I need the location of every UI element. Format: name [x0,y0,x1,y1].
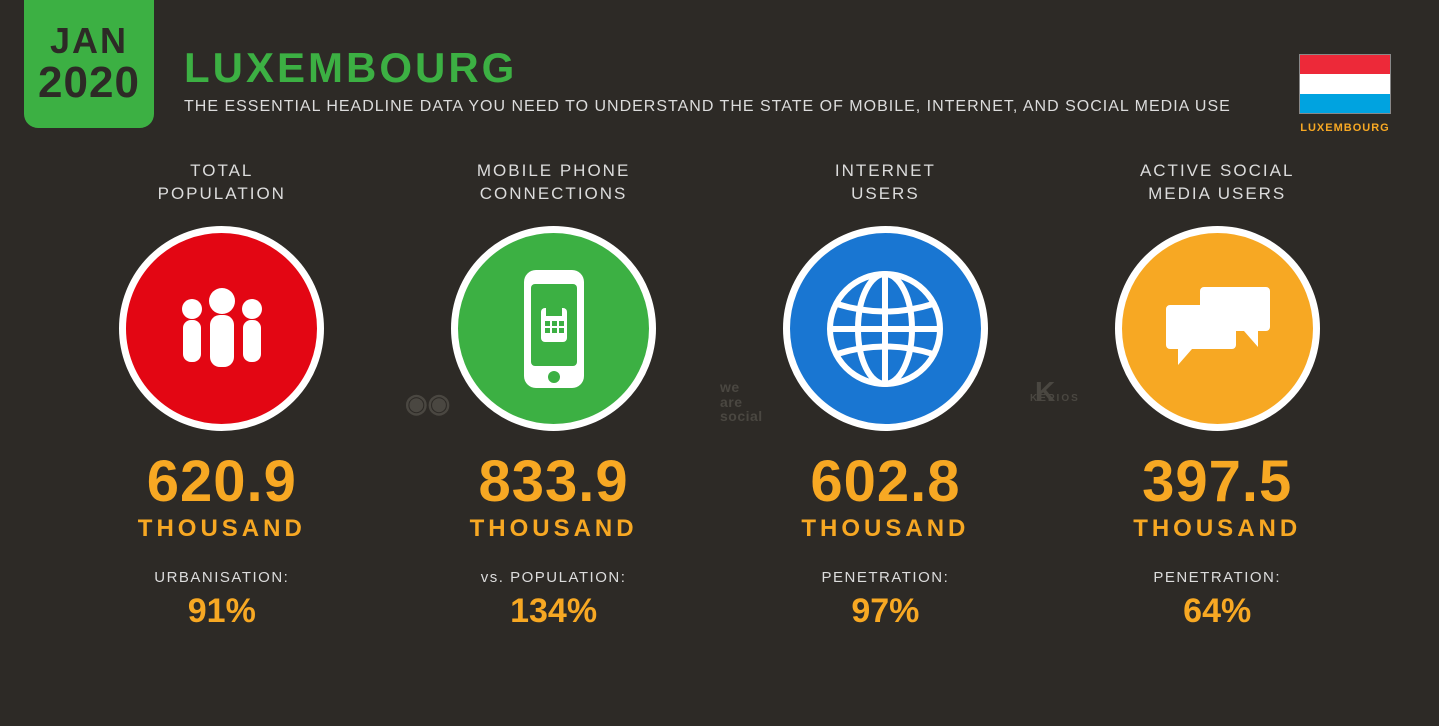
page-title: LUXEMBOURG [184,44,1231,92]
metric-unit: THOUSAND [138,515,306,543]
metric-label: INTERNET USERS [835,160,936,210]
watermark-line: social [720,409,763,424]
globe-icon [815,259,955,399]
phone-icon [499,264,609,394]
metric-circle [1115,226,1320,431]
metric-circle [119,226,324,431]
metric-sub-value: 91% [188,592,256,631]
metric-label-line2: POPULATION [158,183,286,206]
date-year: 2020 [38,61,140,105]
metric-sub-value: 134% [510,592,597,631]
metric-label-line1: TOTAL [158,160,286,183]
flag-area: LUXEMBOURG [1299,54,1391,134]
metric-value: 833.9 [479,453,629,511]
metric-label-line2: MEDIA USERS [1140,183,1294,206]
metric-label-line2: CONNECTIONS [477,183,630,206]
date-badge: JAN 2020 [24,0,154,128]
people-icon [162,269,282,389]
metric-unit: THOUSAND [1133,515,1301,543]
we-are-social-watermark: we are social [720,380,763,424]
chat-icon [1152,269,1282,389]
metric-label-line1: MOBILE PHONE [477,160,630,183]
metric-label-line1: INTERNET [835,160,936,183]
metric-label-line1: ACTIVE SOCIAL [1140,160,1294,183]
metric-total-population: TOTAL POPULATION 620.9 THOUSAND URBANISA… [72,160,372,631]
watermark-line: are [720,395,763,410]
metric-circle [451,226,656,431]
metric-circle [783,226,988,431]
watermark-line: we [720,380,763,395]
metric-label: TOTAL POPULATION [158,160,286,210]
flag-label: LUXEMBOURG [1300,122,1389,134]
flag-stripe-top [1300,55,1390,74]
metric-value: 397.5 [1142,453,1292,511]
metric-sub-value: 97% [851,592,919,631]
metric-sub-value: 64% [1183,592,1251,631]
date-month: JAN [50,23,128,59]
flag-stripe-middle [1300,74,1390,93]
kepios-watermark: KEPIOS [1030,394,1080,404]
metric-sub-label: URBANISATION: [154,569,289,586]
metric-sub-label: PENETRATION: [822,569,950,586]
header: LUXEMBOURG THE ESSENTIAL HEADLINE DATA Y… [184,44,1231,116]
page-subtitle: THE ESSENTIAL HEADLINE DATA YOU NEED TO … [184,98,1231,116]
metric-unit: THOUSAND [801,515,969,543]
metric-value: 620.9 [147,453,297,511]
metric-internet-users: INTERNET USERS 602.8 THOUSAND PENETRATIO… [735,160,1035,631]
metric-sub-label: vs. POPULATION: [481,569,627,586]
luxembourg-flag-icon [1299,54,1391,114]
metric-social-media-users: ACTIVE SOCIAL MEDIA USERS 397.5 THOUSAND… [1067,160,1367,631]
metric-value: 602.8 [810,453,960,511]
metric-sub-label: PENETRATION: [1153,569,1281,586]
metric-label: MOBILE PHONE CONNECTIONS [477,160,630,210]
metric-label: ACTIVE SOCIAL MEDIA USERS [1140,160,1294,210]
metric-unit: THOUSAND [470,515,638,543]
flag-stripe-bottom [1300,94,1390,113]
metric-label-line2: USERS [835,183,936,206]
hootsuite-watermark-icon: ◉◉ [405,390,450,416]
